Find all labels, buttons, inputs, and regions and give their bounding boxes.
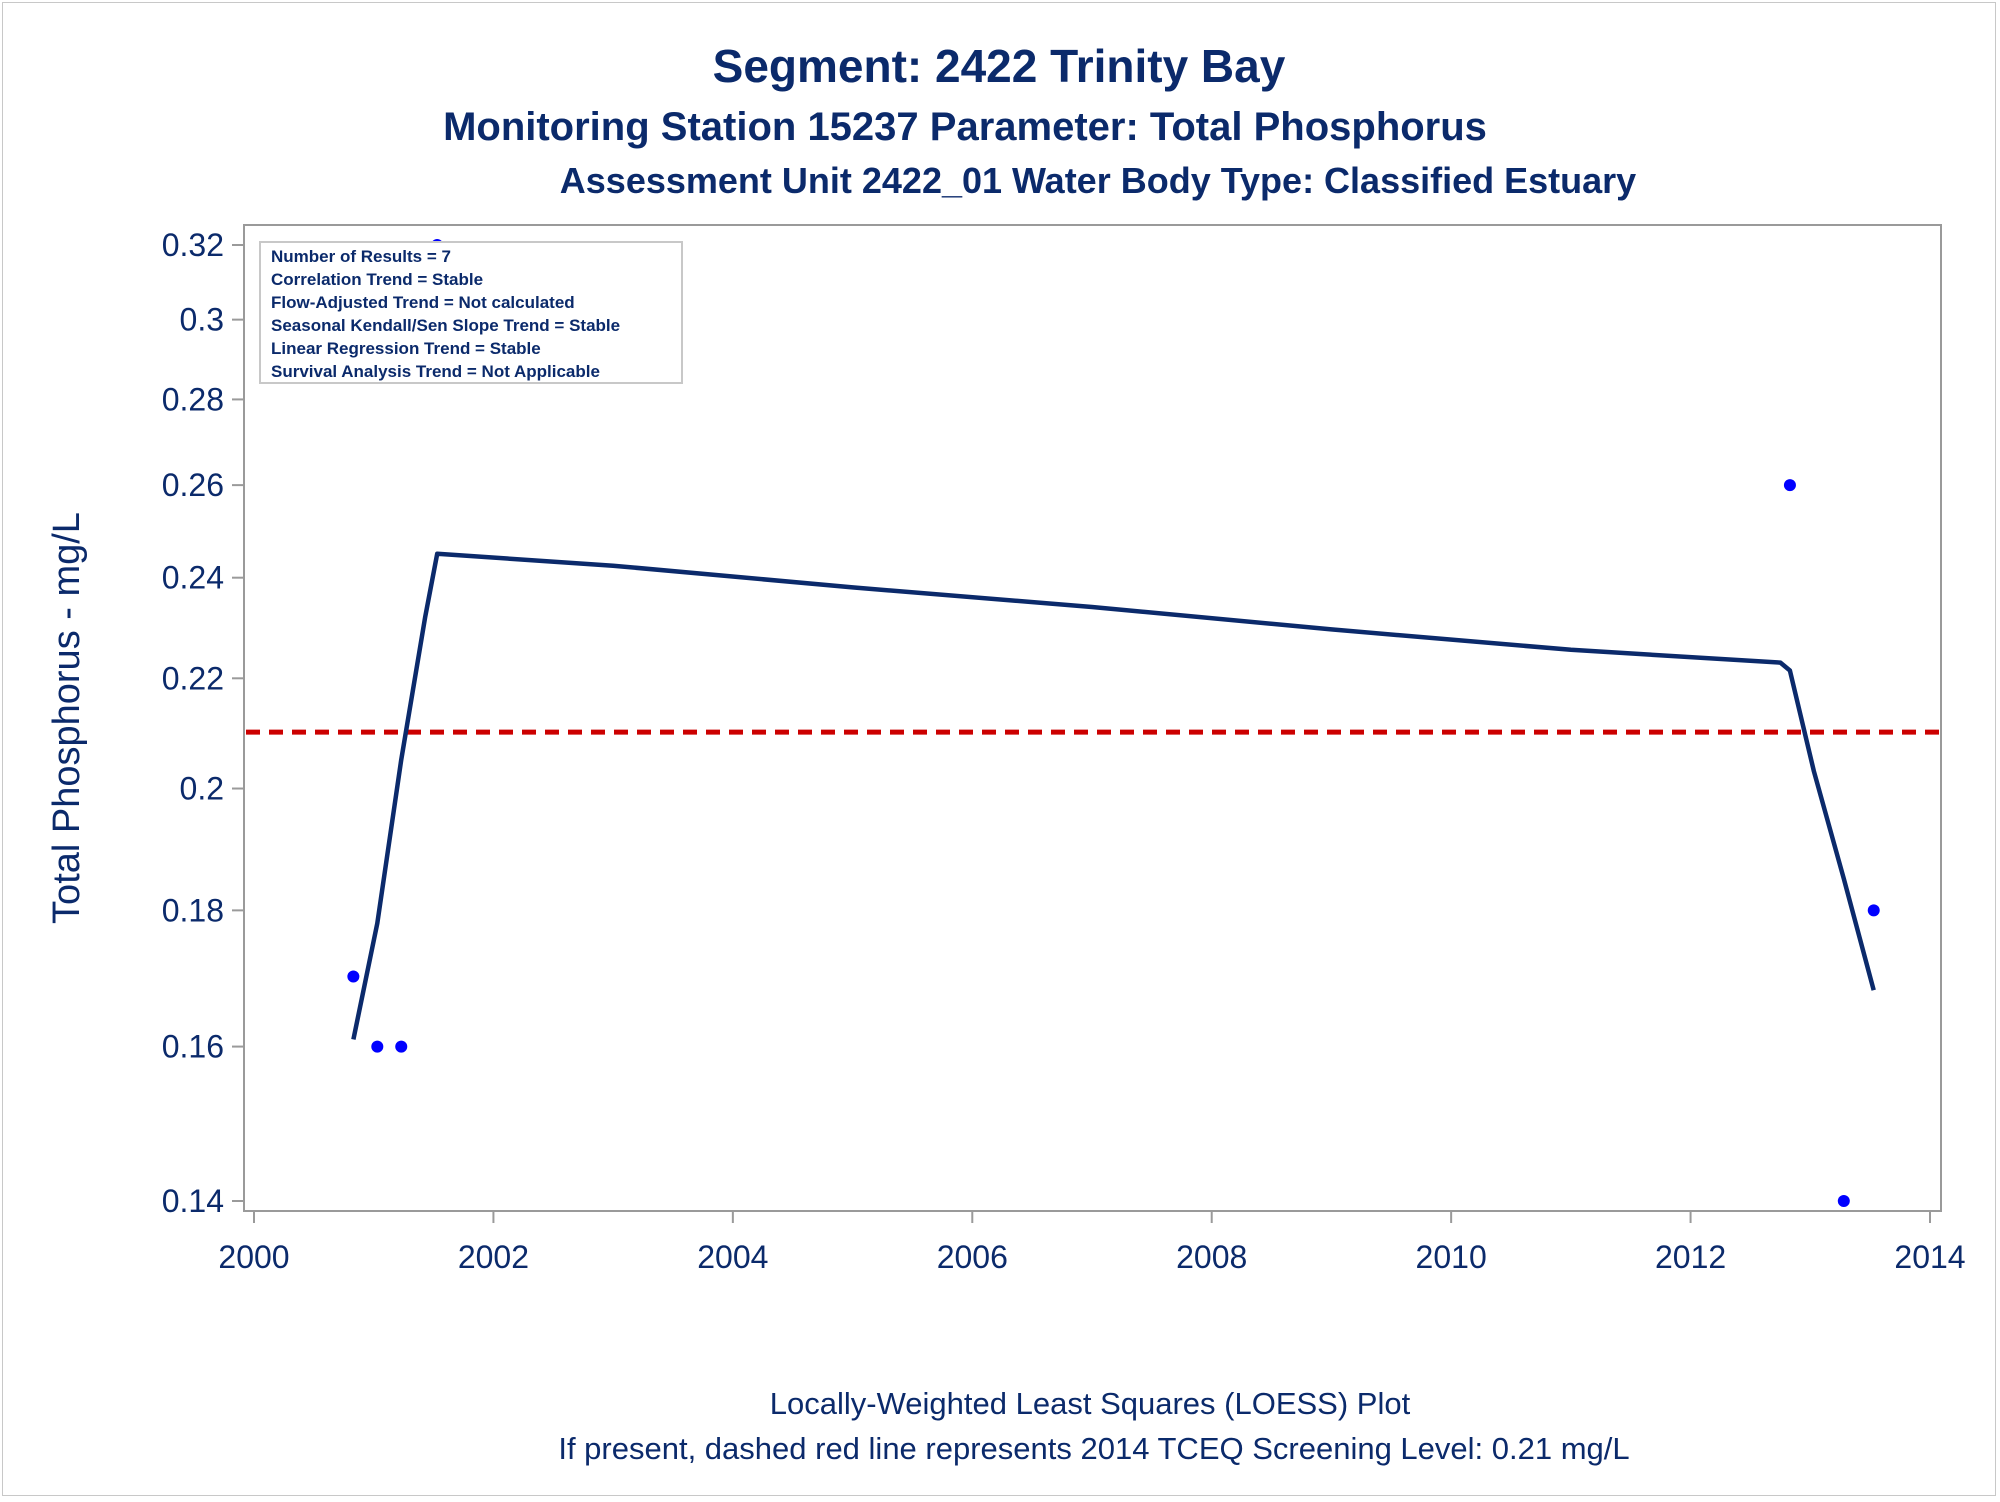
y-tick-label: 0.14 — [162, 1183, 224, 1219]
y-tick-label: 0.2 — [180, 771, 224, 807]
data-point — [1837, 1195, 1850, 1207]
footnote-screening-level: If present, dashed red line represents 2… — [558, 1431, 1629, 1466]
x-axis: 2000 2002 2004 2006 2008 2010 2012 2014 — [218, 1211, 1966, 1275]
x-tick-label: 2008 — [1176, 1239, 1247, 1275]
stat-survival-analysis-trend: Survival Analysis Trend = Not Applicable — [271, 362, 600, 381]
data-point — [1783, 479, 1796, 492]
title-assessment-unit: Assessment Unit 2422_01 Water Body Type:… — [560, 160, 1636, 201]
data-point — [1867, 904, 1880, 917]
title-segment: Segment: 2422 Trinity Bay — [713, 40, 1286, 92]
stat-number-of-results: Number of Results = 7 — [271, 247, 451, 266]
y-tick-label: 0.3 — [180, 302, 224, 338]
stat-linear-regression-trend: Linear Regression Trend = Stable — [271, 339, 541, 358]
data-point — [395, 1040, 408, 1053]
x-tick-label: 2006 — [937, 1239, 1008, 1275]
plot-area — [243, 224, 1942, 1212]
y-axis: 0.14 0.16 0.18 0.2 0.22 0.24 0.26 0.28 0.3 0.32 — [162, 227, 244, 1219]
x-tick-label: 2010 — [1416, 1239, 1487, 1275]
x-tick-label: 2004 — [697, 1239, 768, 1275]
title-station: Monitoring Station 15237 Parameter: Tota… — [443, 105, 1487, 149]
footnote-loess: Locally-Weighted Least Squares (LOESS) P… — [770, 1386, 1411, 1421]
stat-flow-adjusted-trend: Flow-Adjusted Trend = Not calculated — [271, 293, 575, 312]
loess-chart: Segment: 2422 Trinity Bay Monitoring Sta… — [46, 40, 1966, 1466]
x-tick-label: 2000 — [218, 1239, 289, 1275]
y-tick-label: 0.32 — [162, 227, 224, 263]
y-axis-label: Total Phosphorus - mg/L — [46, 512, 88, 924]
y-tick-label: 0.18 — [162, 892, 224, 928]
stats-box-border — [259, 241, 683, 384]
y-tick-label: 0.28 — [162, 381, 224, 417]
loess-curve — [351, 551, 1876, 1040]
y-tick-label: 0.26 — [162, 467, 224, 503]
x-tick-label: 2002 — [458, 1239, 529, 1275]
y-tick-label: 0.16 — [162, 1029, 224, 1065]
stats-box: Number of Results = 7 Correlation Trend … — [259, 241, 683, 384]
stat-correlation-trend: Correlation Trend = Stable — [271, 270, 483, 289]
data-point — [371, 1040, 384, 1053]
y-tick-label: 0.22 — [162, 660, 224, 696]
x-tick-label: 2014 — [1894, 1239, 1965, 1275]
data-point — [347, 970, 360, 983]
y-tick-label: 0.24 — [162, 560, 224, 596]
stat-seasonal-kendall-trend: Seasonal Kendall/Sen Slope Trend = Stabl… — [271, 316, 620, 335]
x-tick-label: 2012 — [1655, 1239, 1726, 1275]
